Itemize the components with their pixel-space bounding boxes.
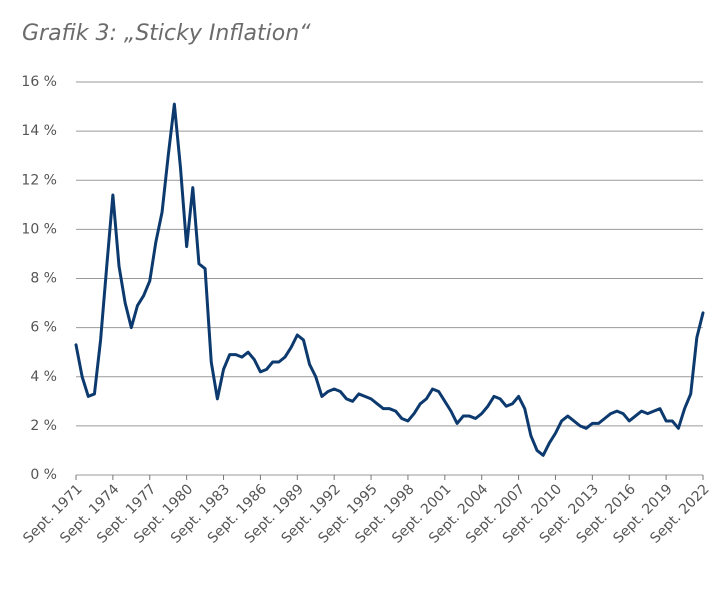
line-series (74, 102, 705, 457)
y-tick-label: 0 % (30, 467, 57, 483)
y-tick-label: 10 % (21, 221, 57, 237)
y-tick-label: 6 % (30, 320, 57, 336)
y-tick-label: 14 % (21, 123, 57, 139)
y-tick-label: 4 % (30, 369, 57, 385)
y-tick-label: 2 % (30, 418, 57, 434)
chart-title: Grafik 3: „Sticky Inflation“ (22, 21, 311, 46)
y-tick-label: 8 % (30, 271, 57, 287)
y-tick-label: 12 % (21, 172, 57, 188)
y-tick-label: 16 % (21, 74, 57, 90)
